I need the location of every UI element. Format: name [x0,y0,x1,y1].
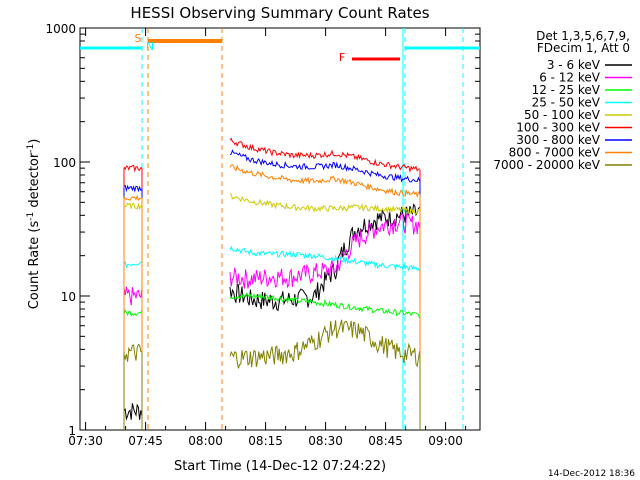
series-path-segment-1 [123,194,142,201]
series-3 [123,245,421,430]
legend-label: 100 - 300 keV [516,121,600,135]
x-tick-label: 09:00 [428,434,463,448]
legend-label: 6 - 12 keV [539,71,601,85]
series-path-segment-2 [229,319,421,369]
series-path-segment-1 [123,403,143,421]
flag-label-S: S [135,32,142,45]
series-path-segment-2 [229,137,420,174]
series-8 [123,319,421,430]
series-path-segment-1 [123,202,143,211]
y-tick-label: 1 [68,424,76,438]
legend-header-line-1: Det 1,3,5,6,7,9, [536,29,630,43]
x-axis-label: Start Time (14-Dec-12 07:24:22) [174,459,386,474]
x-tick-label: 08:00 [188,434,223,448]
series-path-segment-2 [229,245,421,272]
series-0 [123,203,421,430]
legend-label: 25 - 50 keV [532,96,601,110]
series-path-segment-1 [123,309,143,317]
legend-label: 300 - 800 keV [516,133,600,147]
legend-label: 50 - 100 keV [524,108,601,122]
legend-label: 800 - 7000 keV [509,146,601,160]
x-tick-label: 08:30 [308,434,343,448]
series-path-segment-1 [123,343,143,362]
series-2 [123,292,421,430]
series-path-segment-2 [229,192,420,215]
legend-label: 7000 - 20000 keV [493,158,600,172]
legend-label: 3 - 6 keV [547,58,601,72]
series-path-segment-2 [229,164,420,199]
series-1 [123,212,421,430]
plot-frame [79,27,481,431]
series-path-segment-2 [229,203,421,312]
chart-title: HESSI Observing Summary Count Rates [130,4,429,22]
x-tick-label: 07:45 [128,434,163,448]
series-6 [123,149,421,430]
series-5 [123,137,421,430]
series-path-segment-1 [123,164,143,173]
y-tick-label: 10 [61,290,76,304]
legend-label: 12 - 25 keV [532,83,601,97]
series-path-segment-1 [123,184,143,193]
x-tick-label: 07:30 [68,434,103,448]
flag-label-N: N [146,40,154,53]
flag-label-F: F [339,51,345,64]
y-axis-label: Count Rate (s-1 detector-1) [26,139,42,310]
timestamp-label: 14-Dec-2012 18:36 [548,469,635,479]
x-tick-label: 08:15 [248,434,283,448]
series-path-segment-2 [229,292,421,318]
series-path-segment-2 [229,212,421,289]
series-path-segment-2 [229,149,421,183]
y-tick-label: 100 [53,156,76,170]
legend-header-line-2: FDecim 1, Att 0 [537,41,630,55]
y-tick-label: 1000 [45,22,76,36]
series-path-segment-1 [123,261,143,269]
x-tick-label: 08:45 [368,434,403,448]
series-path-segment-1 [123,286,143,306]
